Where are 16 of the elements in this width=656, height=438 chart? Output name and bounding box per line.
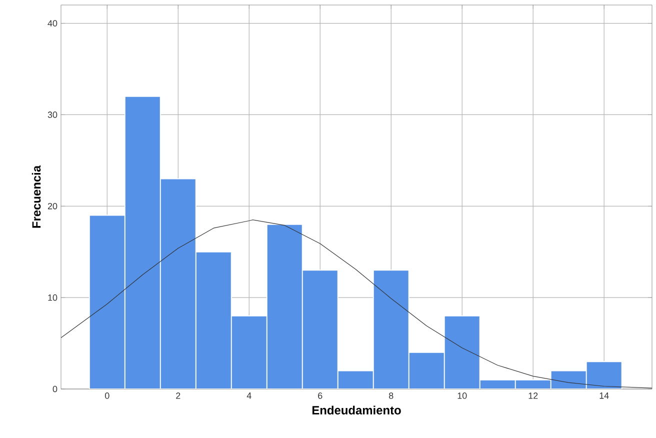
x-tick-label: 8 (389, 392, 394, 399)
x-axis-title: Endeudamiento (312, 406, 401, 414)
x-tick-label: 2 (176, 392, 180, 399)
y-tick-label: 20 (48, 202, 58, 210)
line-series (61, 220, 652, 388)
x-tick-label: 12 (528, 392, 538, 399)
x-tick-label: 14 (600, 392, 609, 399)
x-tick-label: 6 (318, 392, 322, 399)
y-tick-label: 0 (52, 386, 58, 392)
x-tick-label: 10 (458, 392, 467, 399)
y-tick-label: 10 (48, 294, 58, 301)
x-tick-label: 4 (246, 392, 252, 399)
x-tick-label: 0 (104, 392, 110, 399)
y-tick-label: 40 (48, 20, 58, 26)
y-tick-label: 30 (48, 112, 58, 118)
y-axis-title: Frecuencia (32, 165, 41, 228)
